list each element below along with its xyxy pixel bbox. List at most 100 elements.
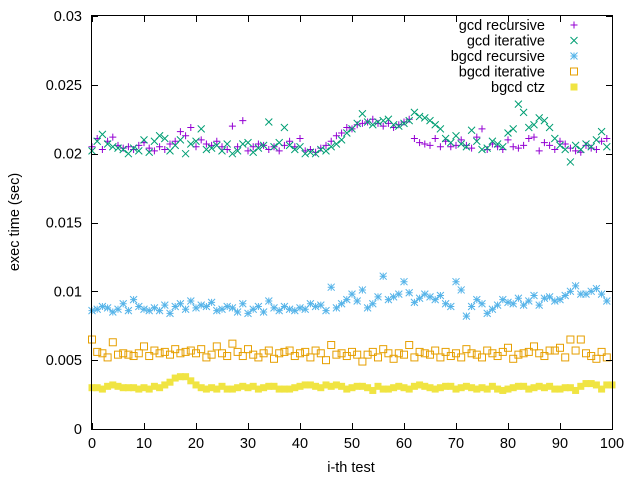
data-point [171,302,180,311]
data-point [374,353,382,362]
data-point [129,352,138,361]
data-point [129,144,138,153]
data-point [140,136,148,144]
data-point [598,137,606,145]
data-point [249,143,257,151]
data-point [426,350,434,359]
data-point [202,302,211,311]
data-point [442,382,450,390]
data-point [431,346,440,355]
data-point [421,140,429,148]
data-point [176,136,185,144]
data-point [530,133,538,141]
data-point [603,381,611,389]
data-point [530,120,538,129]
data-point [426,384,434,392]
data-point [483,146,491,154]
data-point [286,137,294,145]
data-point [259,308,268,316]
data-point [134,302,143,311]
data-point [405,116,414,125]
data-point [462,345,471,354]
data-point [155,349,164,358]
data-point [535,301,544,309]
data-point [342,129,351,137]
data-point [150,346,159,355]
legend-item: bgcd iterative [459,65,578,81]
data-point [223,352,232,361]
data-point [238,352,247,361]
data-point [519,349,528,358]
data-point [270,382,278,390]
data-point [602,142,611,151]
data-point [431,385,439,393]
data-point [540,116,549,125]
data-point [457,384,465,392]
data-point [223,140,232,148]
data-point [509,299,518,308]
data-point [478,125,486,133]
data-point [447,143,455,151]
legend-marker [570,36,578,45]
data-point [290,306,299,315]
data-point [233,147,242,155]
data-point [446,302,455,311]
data-point [389,120,398,129]
data-point [358,357,367,366]
data-point [400,384,408,392]
series-bgcd-iterative [88,335,611,366]
data-point [264,346,273,355]
data-point [405,288,414,297]
data-point [441,299,450,308]
data-point [400,350,408,359]
data-point [145,144,153,152]
data-point [296,142,304,151]
data-point [228,303,237,312]
data-point [457,286,466,294]
data-point [234,384,242,392]
data-point [446,352,455,361]
data-point [410,298,419,307]
data-point [597,347,606,356]
data-point [186,297,195,305]
data-point [306,148,315,157]
data-point [420,290,429,298]
data-point [332,381,340,389]
data-point [114,350,122,359]
data-point [493,140,502,148]
data-point [494,385,502,393]
x-tick-label: 80 [500,436,516,452]
data-point [452,131,460,140]
data-point [472,295,481,304]
data-point [264,297,273,305]
data-point [379,122,387,130]
data-point [426,141,434,149]
axis-ticks [92,16,613,430]
data-point [488,137,497,146]
data-point [452,385,460,393]
x-tick-label: 30 [240,436,256,452]
data-point [400,277,408,286]
data-point [566,158,575,166]
data-point [192,381,200,389]
data-point [311,302,320,311]
data-point [124,350,133,359]
data-point [197,345,206,354]
data-point [103,353,112,362]
data-point [109,381,117,389]
data-point [124,384,132,392]
data-point [244,147,252,155]
data-point [436,125,445,133]
data-point [134,349,143,358]
data-point [233,347,242,356]
data-point [202,145,211,154]
data-point [374,382,382,390]
data-point [394,122,403,130]
data-point [504,298,512,307]
data-point [405,115,413,123]
data-point [223,146,231,154]
data-point [93,347,102,356]
data-point [343,124,351,132]
data-point [452,349,460,358]
